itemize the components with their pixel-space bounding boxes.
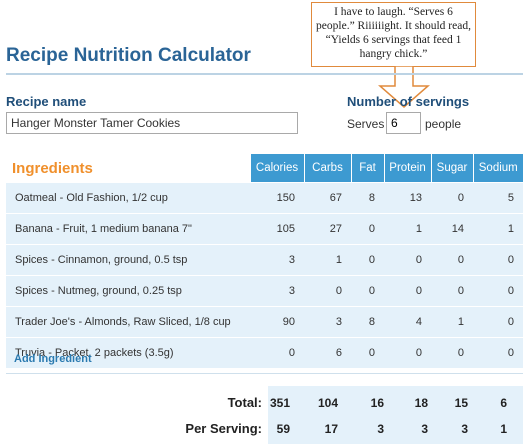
table-row[interactable]: Truvia - Packet, 2 packets (3.5g) 0 6 0 …: [6, 336, 523, 368]
recipe-name-input[interactable]: [6, 112, 298, 134]
per-serving-calories: 59: [276, 422, 290, 436]
sugar-cell: 0: [431, 274, 473, 306]
people-suffix: people: [425, 117, 462, 131]
title-divider: [6, 73, 523, 75]
carbs-cell: 0: [304, 274, 351, 306]
carbs-cell: 3: [304, 305, 351, 337]
protein-cell: 0: [384, 274, 431, 306]
callout-box: I have to laugh. “Serves 6 people.” Riii…: [311, 2, 476, 67]
calories-cell: 3: [250, 274, 304, 306]
add-ingredient-link[interactable]: Add Ingredient: [14, 353, 92, 365]
carbs-cell: 67: [304, 181, 351, 213]
table-row[interactable]: Oatmeal - Old Fashion, 1/2 cup 150 67 8 …: [6, 181, 523, 213]
per-serving-sugar: 3: [461, 422, 468, 436]
protein-cell: 1: [384, 212, 431, 244]
sodium-cell: 1: [473, 212, 523, 244]
table-header-row: Calories Carbs Fat Protein Sugar Sodium: [6, 154, 523, 182]
fat-cell: 8: [351, 305, 384, 337]
column-header-calories[interactable]: Calories: [249, 154, 304, 182]
sugar-cell: 0: [431, 336, 473, 368]
fat-cell: 0: [351, 212, 384, 244]
total-calories: 351: [269, 396, 290, 410]
calories-cell: 150: [250, 181, 304, 213]
fat-cell: 8: [351, 181, 384, 213]
fat-cell: 0: [351, 336, 384, 368]
column-header-carbs[interactable]: Carbs: [303, 154, 351, 182]
calories-cell: 90: [250, 305, 304, 337]
total-sodium: 6: [500, 396, 507, 410]
column-header-protein[interactable]: Protein: [383, 154, 431, 182]
totals-panel: [268, 386, 523, 444]
sodium-cell: 0: [473, 336, 523, 368]
column-header-sugar[interactable]: Sugar: [430, 154, 473, 182]
sugar-cell: 1: [431, 305, 473, 337]
fat-cell: 0: [351, 243, 384, 275]
ingredients-table: Calories Carbs Fat Protein Sugar Sodium …: [6, 154, 523, 368]
total-fat: 16: [370, 396, 384, 410]
section-divider: [6, 373, 523, 374]
ingredient-name[interactable]: Banana - Fruit, 1 medium banana 7": [6, 212, 250, 244]
table-row[interactable]: Spices - Nutmeg, ground, 0.25 tsp 3 0 0 …: [6, 274, 523, 306]
ingredients-heading: Ingredients: [12, 160, 93, 177]
callout-arrow-icon: [378, 66, 430, 108]
ingredient-name[interactable]: Oatmeal - Old Fashion, 1/2 cup: [6, 181, 250, 213]
calories-cell: 105: [250, 212, 304, 244]
sugar-cell: 0: [431, 181, 473, 213]
ingredient-name[interactable]: Spices - Cinnamon, ground, 0.5 tsp: [6, 243, 250, 275]
protein-cell: 0: [384, 336, 431, 368]
carbs-cell: 6: [304, 336, 351, 368]
sodium-cell: 5: [473, 181, 523, 213]
total-sugar: 15: [454, 396, 468, 410]
carbs-cell: 1: [304, 243, 351, 275]
total-label: Total:: [227, 395, 262, 410]
ingredient-name[interactable]: Spices - Nutmeg, ground, 0.25 tsp: [6, 274, 250, 306]
column-header-sodium[interactable]: Sodium: [472, 154, 523, 182]
servings-label: Number of servings: [347, 94, 470, 109]
table-row[interactable]: Trader Joe's - Almonds, Raw Sliced, 1/8 …: [6, 305, 523, 337]
calories-cell: 3: [250, 243, 304, 275]
serves-prefix: Serves: [347, 117, 385, 131]
protein-cell: 0: [384, 243, 431, 275]
protein-cell: 4: [384, 305, 431, 337]
column-header-fat[interactable]: Fat: [350, 154, 384, 182]
total-carbs: 104: [317, 396, 338, 410]
calories-cell: 0: [250, 336, 304, 368]
sodium-cell: 0: [473, 305, 523, 337]
ingredient-name[interactable]: Truvia - Packet, 2 packets (3.5g): [6, 336, 250, 368]
per-serving-label: Per Serving:: [185, 421, 262, 436]
sugar-cell: 0: [431, 243, 473, 275]
protein-cell: 13: [384, 181, 431, 213]
per-serving-protein: 3: [421, 422, 428, 436]
fat-cell: 0: [351, 274, 384, 306]
sodium-cell: 0: [473, 243, 523, 275]
table-row[interactable]: Spices - Cinnamon, ground, 0.5 tsp 3 1 0…: [6, 243, 523, 275]
per-serving-fat: 3: [377, 422, 384, 436]
per-serving-sodium: 1: [500, 422, 507, 436]
per-serving-carbs: 17: [324, 422, 338, 436]
carbs-cell: 27: [304, 212, 351, 244]
servings-input[interactable]: [386, 112, 421, 134]
total-protein: 18: [414, 396, 428, 410]
sugar-cell: 14: [431, 212, 473, 244]
page-title: Recipe Nutrition Calculator: [6, 45, 251, 66]
recipe-name-label: Recipe name: [6, 94, 87, 109]
callout-text: I have to laugh. “Serves 6 people.” Riii…: [316, 6, 471, 60]
table-row[interactable]: Banana - Fruit, 1 medium banana 7" 105 2…: [6, 212, 523, 244]
ingredient-name[interactable]: Trader Joe's - Almonds, Raw Sliced, 1/8 …: [6, 305, 250, 337]
sodium-cell: 0: [473, 274, 523, 306]
